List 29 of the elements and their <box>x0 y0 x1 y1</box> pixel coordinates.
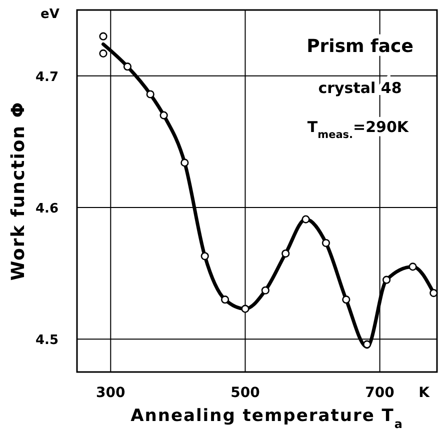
point <box>261 286 270 294</box>
point <box>302 215 310 224</box>
point <box>382 276 391 284</box>
y-axis-title: Work function Φ <box>8 101 29 281</box>
point <box>123 62 132 71</box>
point <box>146 90 154 98</box>
x-tick-label: 700 <box>365 385 395 401</box>
point <box>408 262 417 271</box>
x-tick-label: 300 <box>96 385 126 401</box>
text: K <box>418 385 431 401</box>
point <box>282 249 290 258</box>
text: eV <box>40 7 60 22</box>
point <box>342 296 350 304</box>
point <box>160 111 168 120</box>
x-tick-label: 500 <box>230 385 260 401</box>
annotation: crystal 48 <box>318 79 402 97</box>
point <box>200 252 209 260</box>
y-tick-label: 4.6 <box>35 201 59 216</box>
point <box>220 296 230 304</box>
point <box>322 238 330 248</box>
point <box>430 288 438 298</box>
point <box>99 49 108 58</box>
point <box>180 158 189 167</box>
y-tick-label: 4.7 <box>35 70 59 85</box>
point <box>99 32 108 40</box>
point <box>362 340 372 348</box>
point <box>241 304 250 313</box>
y-tick-label: 4.5 <box>35 333 59 348</box>
x-axis-title: Annealing temperature T$_{a}$ <box>130 406 404 431</box>
